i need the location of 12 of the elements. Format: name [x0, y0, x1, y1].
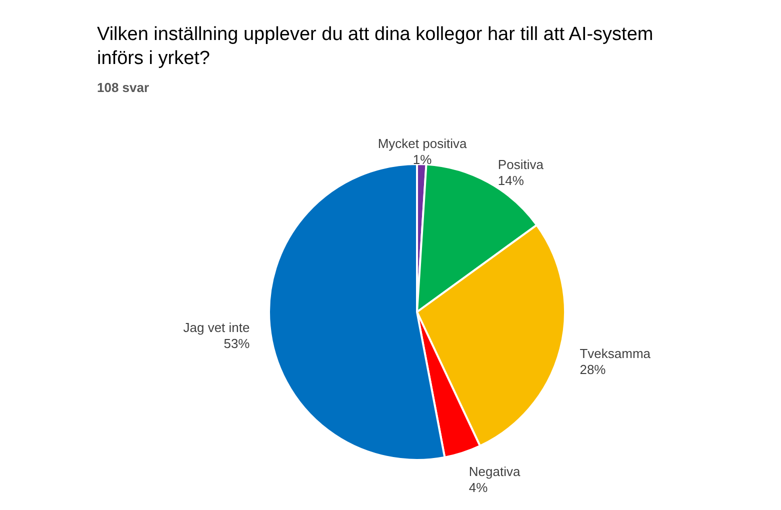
data-label: 4%	[468, 480, 488, 495]
slice-label: Positiva	[498, 156, 544, 172]
chart-subtitle: 108 svar	[97, 80, 150, 95]
data-label: 1%	[412, 152, 432, 168]
chart-title: Vilken inställning upplever du att dina kollegor har till att AI-system införs i yrket?	[97, 24, 654, 69]
data-label: 53%	[224, 336, 250, 351]
slice-label: Mycket positiva	[378, 136, 468, 152]
slice-label: Jag vet inte	[183, 320, 250, 335]
slice-label: Negativa	[468, 464, 521, 479]
data-label: 14%	[498, 172, 524, 188]
slice-label: Tveksamma	[580, 346, 652, 361]
data-label: 28%	[580, 362, 606, 377]
